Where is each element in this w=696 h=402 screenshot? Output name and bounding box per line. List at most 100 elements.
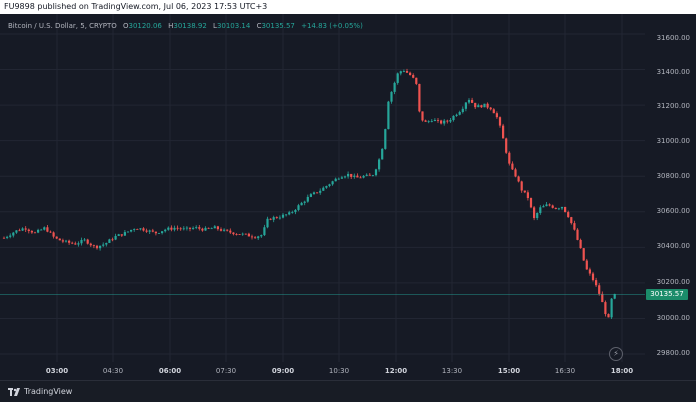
candle-body [238,234,241,235]
y-tick-label: 31400.00 [656,68,690,76]
chart-area[interactable] [0,14,696,380]
candle-body [511,163,514,170]
candle-body [393,82,396,92]
candle-body [374,169,378,176]
candle-body [74,243,77,245]
candle-body [278,217,281,219]
candle-body [157,233,161,234]
candle-body [89,243,92,246]
candle-body [440,120,443,124]
candle-body [188,227,192,229]
x-tick-label: 15:00 [497,367,521,375]
candle-body [179,228,182,230]
x-tick-label: 10:30 [328,367,350,375]
candle-body [492,109,495,114]
candle-body [601,293,604,303]
candle-body [55,236,58,239]
y-tick-label: 30000.00 [656,314,690,322]
candle-body [43,227,46,230]
candle-body [467,99,471,103]
candle-body [378,159,381,170]
candle-body [216,226,219,230]
candle-body [529,198,533,208]
candle-body [105,242,108,245]
candle-body [92,245,95,247]
low-label: L [213,22,217,30]
candle-body [573,223,576,230]
footer-bar: TradingView [0,380,696,402]
candle-body [294,209,297,213]
close-value: 30135.57 [261,22,295,30]
candle-body [554,207,557,209]
candle-body [15,230,18,233]
x-tick-label: 03:00 [45,367,69,375]
candle-body [244,233,247,235]
current-price-tag: 30135.57 [646,289,688,300]
candle-body [579,239,582,249]
candle-body [2,237,6,239]
candle-body [210,228,213,230]
candle-body [412,75,415,78]
candle-body [272,217,275,220]
open-value: 30120.06 [128,22,162,30]
candle-body [424,120,427,122]
candle-body [303,201,306,203]
candle-body [607,314,610,318]
candle-body [176,227,179,229]
candle-body [591,273,595,281]
candle-body [402,71,405,72]
candle-body [542,206,545,208]
candle-body [213,226,216,229]
candle-body [108,239,111,243]
lightning-icon[interactable]: ⚡ [609,347,623,361]
candle-body [114,235,117,240]
brand[interactable]: TradingView [8,387,72,396]
published-text: FU9898 published on TradingView.com, Jul… [4,2,268,11]
candle-body [604,302,607,315]
candle-body [64,240,68,242]
candle-body [9,235,12,237]
candle-body [564,206,567,213]
high-label: H [168,22,174,30]
candle-body [595,280,598,286]
candle-body [37,229,40,233]
candle-body [297,205,300,210]
candle-body [514,169,517,177]
candle-body [517,176,520,182]
candle-body [30,231,33,233]
candle-body [418,83,421,112]
candle-body [567,212,570,218]
candle-body [322,187,325,191]
candle-body [46,227,49,232]
candlestick-chart[interactable] [0,14,645,362]
candle-body [405,71,409,73]
candle-body [136,229,139,230]
y-tick-label: 30800.00 [656,172,690,180]
candle-body [353,175,356,177]
candle-body [585,260,588,270]
candle-body [291,212,294,213]
candle-body [40,229,43,231]
chart-legend: Bitcoin / U.S. Dollar, 5, CRYPTO O30120.… [8,22,363,30]
candle-body [126,231,130,233]
candle-body [154,231,157,234]
y-tick-label: 29800.00 [656,349,690,357]
candle-body [427,121,430,123]
candle-body [319,190,322,193]
candle-body [275,217,278,219]
candle-body [161,231,164,234]
candle-body [334,178,337,182]
candle-body [337,178,340,180]
price-axis[interactable]: 31600.00 31400.00 31200.00 31000.00 3080… [645,14,696,380]
candle-body [71,242,74,244]
candle-body [198,227,201,229]
candle-body [576,229,579,240]
candle-body [130,229,133,232]
time-axis[interactable]: 03:00 04:30 06:00 07:30 09:00 10:30 12:0… [0,362,645,380]
candle-body [235,234,238,235]
candle-body [415,77,418,84]
candle-body [489,107,492,110]
candle-body [300,202,303,206]
candle-body [266,218,269,228]
candle-body [123,232,126,236]
